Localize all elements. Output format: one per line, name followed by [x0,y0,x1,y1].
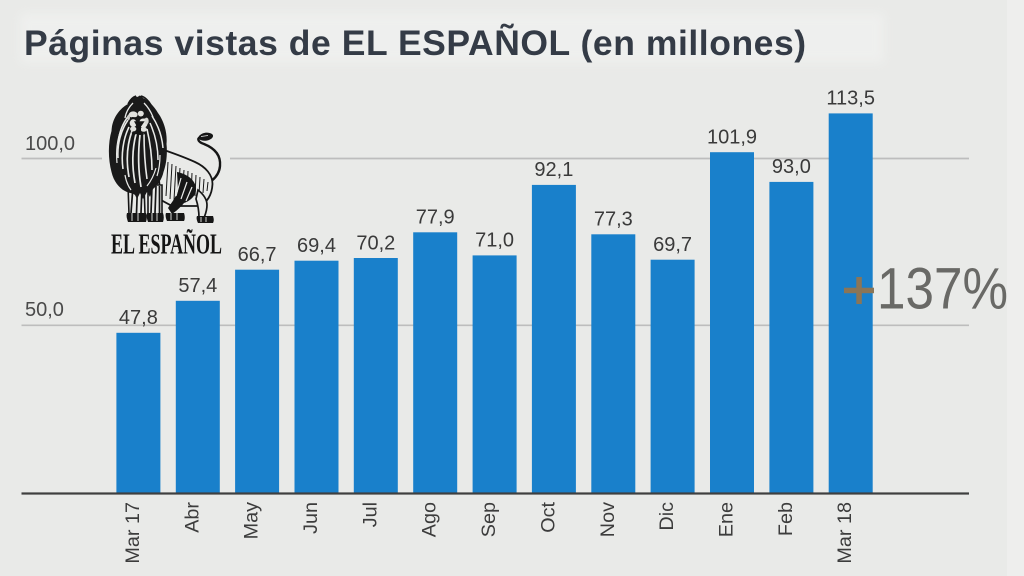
svg-text:Abr: Abr [181,502,203,533]
svg-text:77,3: 77,3 [594,209,633,231]
svg-text:69,7: 69,7 [653,234,692,256]
svg-text:66,7: 66,7 [238,244,277,266]
svg-text:92,1: 92,1 [534,159,573,181]
svg-text:Oct: Oct [537,502,559,533]
svg-text:Ago: Ago [419,502,441,537]
svg-text:57,4: 57,4 [178,275,217,297]
svg-text:69,4: 69,4 [297,235,336,257]
svg-text:Ene: Ene [716,502,738,537]
svg-text:Feb: Feb [775,502,797,536]
svg-text:Jun: Jun [300,502,322,534]
svg-text:Nov: Nov [597,502,619,537]
svg-text:Sep: Sep [478,502,500,537]
svg-text:Páginas vistas de EL ESPAÑOL (: Páginas vistas de EL ESPAÑOL (en millone… [24,23,807,63]
svg-text:70,2: 70,2 [356,232,395,254]
svg-text:77,9: 77,9 [416,207,455,229]
svg-text:100,0: 100,0 [25,133,75,155]
svg-text:101,9: 101,9 [707,127,757,149]
svg-text:93,0: 93,0 [772,156,811,178]
svg-text:113,5: 113,5 [826,88,875,110]
svg-text:EL ESPAÑOL: EL ESPAÑOL [111,230,222,261]
svg-text:50,0: 50,0 [25,299,64,321]
svg-text:Mar 17: Mar 17 [122,502,144,564]
svg-text:71,0: 71,0 [475,230,514,252]
svg-text:Mar 18: Mar 18 [834,502,856,564]
svg-text:May: May [241,502,263,539]
svg-text:Jul: Jul [359,502,381,527]
svg-text:47,8: 47,8 [119,307,158,329]
svg-text:Dic: Dic [656,502,678,531]
svg-text:137%: 137% [877,257,1008,322]
